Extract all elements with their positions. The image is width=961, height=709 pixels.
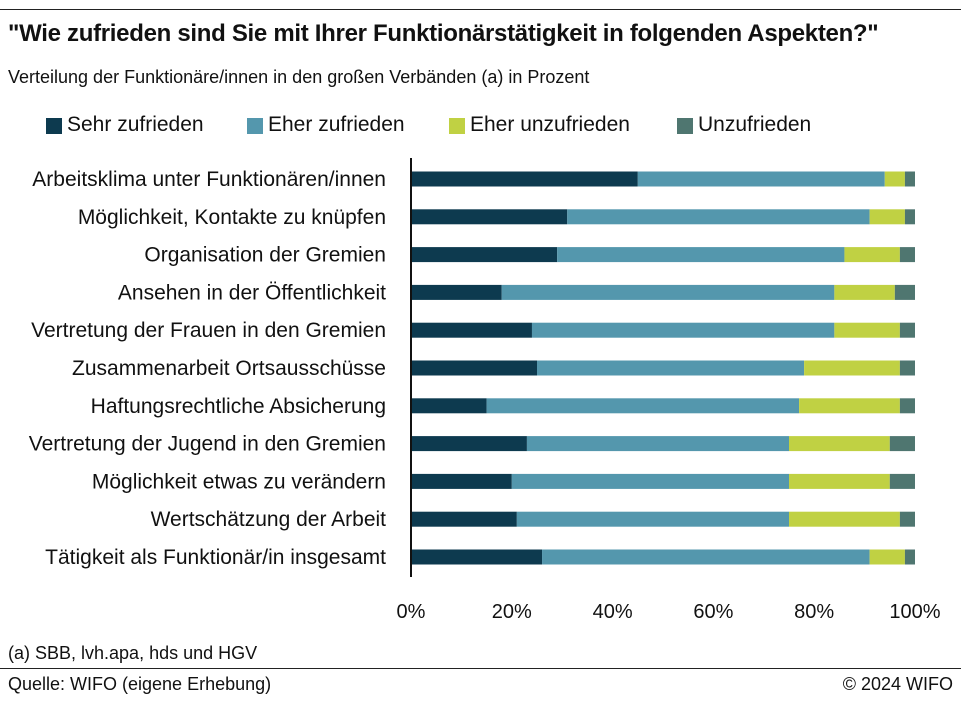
category-label: Organisation der Gremien (144, 244, 386, 267)
bar-segment (834, 322, 900, 338)
bar-segment (899, 322, 915, 338)
category-label: Zusammenarbeit Ortsausschüsse (72, 357, 386, 380)
bar-segment (411, 473, 512, 489)
bar-segment (542, 549, 870, 565)
x-tick-label: 60% (693, 601, 733, 623)
bar-segment (531, 322, 835, 338)
bar-segment (411, 322, 532, 338)
x-tick-label: 20% (492, 601, 532, 623)
legend-label: Eher unzufrieden (470, 113, 630, 136)
bar-segment (526, 436, 789, 452)
bar-segment (486, 398, 800, 414)
bar-segment (411, 436, 527, 452)
bar-segment (516, 511, 789, 527)
x-tick-label: 100% (889, 601, 940, 623)
legend-label: Eher zufrieden (268, 113, 405, 136)
bar-segment (889, 436, 915, 452)
bar-segment (789, 473, 890, 489)
bar-segment (411, 360, 537, 376)
bar-segment (904, 171, 915, 187)
bar-segment (899, 247, 915, 263)
bar-segment (411, 398, 487, 414)
bar-segment (899, 360, 915, 376)
bar-segment (637, 171, 885, 187)
bar-segment (411, 247, 558, 263)
category-label: Arbeitsklima unter Funktionären/innen (32, 168, 386, 191)
chart-title: "Wie zufrieden sind Sie mit Ihrer Funkti… (8, 20, 879, 47)
x-tick-label: 80% (794, 601, 834, 623)
bar-segment (834, 284, 895, 300)
legend-swatch (46, 118, 62, 134)
bar-segment (411, 171, 638, 187)
category-label: Vertretung der Jugend in den Gremien (29, 433, 386, 456)
bar-segment (904, 209, 915, 225)
stacked-bar-chart: Arbeitsklima unter Funktionären/innen Mög… (29, 158, 941, 623)
footer-rule (0, 668, 961, 669)
category-label: Möglichkeit, Kontakte zu knüpfen (78, 206, 386, 229)
footnote: (a) SBB, lvh.apa, hds und HGV (8, 643, 258, 663)
bar-segment (411, 549, 543, 565)
category-label: Ansehen in der Öffentlichkeit (118, 281, 386, 304)
bar-segment (789, 436, 890, 452)
bar-segment (899, 511, 915, 527)
bar-segment (869, 209, 905, 225)
category-label: Wertschätzung der Arbeit (151, 508, 387, 531)
source-text: Quelle: WIFO (eigene Erhebung) (8, 674, 272, 694)
legend-label: Unzufrieden (698, 113, 812, 136)
bar-segment (804, 360, 900, 376)
legend-label: Sehr zufrieden (67, 113, 204, 136)
category-label: Möglichkeit etwas zu verändern (92, 470, 386, 493)
legend-swatch (449, 118, 465, 134)
legend-swatch (247, 118, 263, 134)
bar-segment (411, 284, 502, 300)
x-tick-label: 40% (593, 601, 633, 623)
legend-swatch (677, 118, 693, 134)
bar-segment (411, 511, 517, 527)
bar-segment (511, 473, 789, 489)
bar-segment (557, 247, 845, 263)
bar-segment (904, 549, 915, 565)
bar-segment (411, 209, 568, 225)
category-label: Vertretung der Frauen in den Gremien (31, 319, 386, 342)
bar-segment (844, 247, 900, 263)
top-rule (0, 9, 961, 10)
bar-segment (537, 360, 805, 376)
bar-segment (501, 284, 835, 300)
category-label: Haftungsrechtliche Absicherung (91, 395, 386, 418)
bar-segment (889, 473, 915, 489)
copyright-text: © 2024 WIFO (842, 674, 953, 694)
bar-segment (567, 209, 870, 225)
bar-segment (899, 398, 915, 414)
bar-segment (884, 171, 905, 187)
category-label: Tätigkeit als Funktionär/in insgesamt (45, 546, 386, 569)
bar-segment (869, 549, 905, 565)
chart-subtitle: Verteilung der Funktionäre/innen in den … (8, 67, 590, 87)
bar-segment (894, 284, 915, 300)
bar-segment (799, 398, 900, 414)
x-tick-label: 0% (397, 601, 426, 623)
bar-segment (789, 511, 900, 527)
